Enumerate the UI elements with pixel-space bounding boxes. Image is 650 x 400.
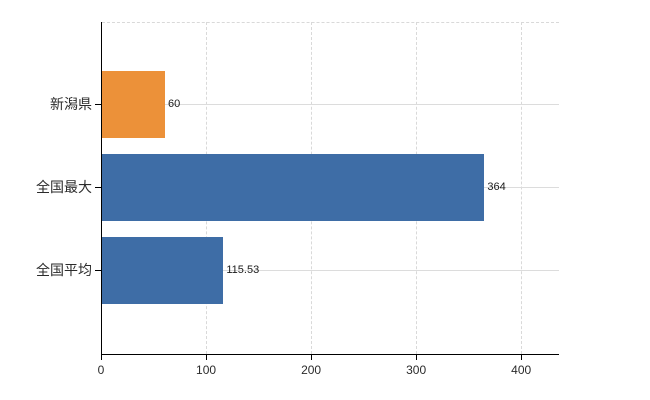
vertical-gridline (521, 22, 523, 354)
value-label: 364 (487, 181, 506, 193)
category-label: 新潟県 (50, 96, 92, 112)
y-axis-line (101, 22, 102, 354)
x-tick-label: 400 (511, 363, 532, 377)
y-axis-tick (95, 104, 101, 105)
bar (102, 70, 166, 138)
x-axis-tick (416, 355, 418, 360)
x-axis-tick (206, 355, 208, 360)
x-axis-line (101, 354, 559, 355)
x-tick-label: 300 (406, 363, 427, 377)
y-axis-tick (95, 270, 101, 271)
value-label: 60 (168, 98, 181, 110)
value-label: 115.53 (226, 264, 260, 276)
x-tick-label: 200 (301, 363, 322, 377)
y-axis-tick (95, 187, 101, 188)
plot-top-border (102, 22, 559, 23)
x-tick-label: 100 (196, 363, 217, 377)
x-axis-tick (521, 355, 523, 360)
bar (102, 153, 485, 221)
bar (102, 236, 224, 304)
x-axis-tick (311, 355, 313, 360)
category-gridline (102, 270, 559, 271)
x-axis-tick (101, 355, 102, 360)
x-tick-label: 0 (97, 363, 105, 377)
category-gridline (102, 104, 559, 105)
category-label: 全国最大 (36, 179, 92, 195)
category-label: 全国平均 (36, 262, 92, 278)
